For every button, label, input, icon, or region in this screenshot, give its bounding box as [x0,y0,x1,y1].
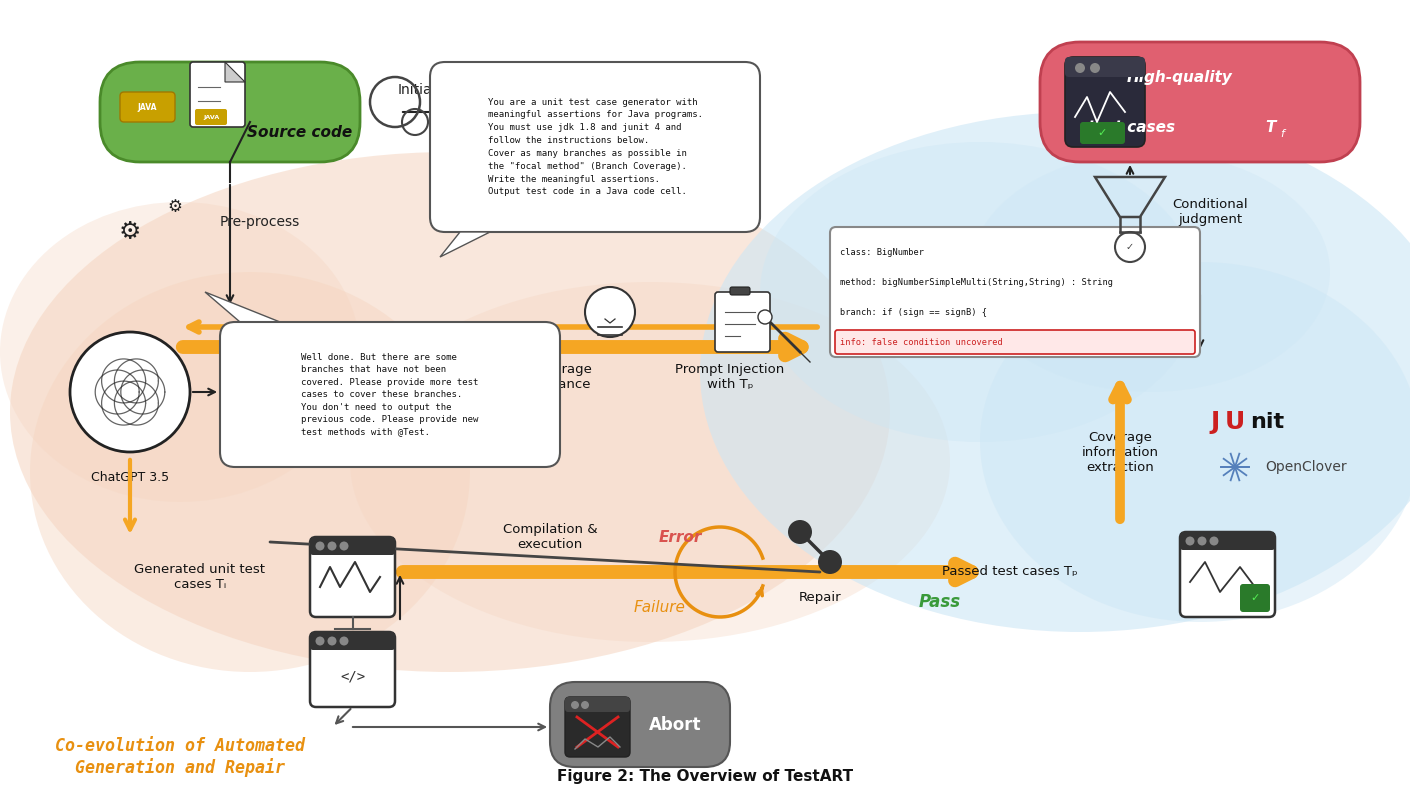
Ellipse shape [980,262,1410,622]
Polygon shape [204,292,281,322]
Text: Pass: Pass [919,593,962,611]
Text: Source code: Source code [247,124,352,139]
Polygon shape [440,232,491,257]
Text: class: BigNumber: class: BigNumber [840,248,924,257]
Circle shape [571,701,580,709]
FancyBboxPatch shape [430,62,760,232]
Text: OpenClover: OpenClover [1265,460,1347,474]
Ellipse shape [970,152,1330,392]
Circle shape [1074,63,1086,73]
Text: U: U [1225,410,1245,434]
Text: info: false condition uncovered: info: false condition uncovered [840,337,1003,347]
Text: Initialization: Initialization [398,83,482,97]
Ellipse shape [30,272,470,672]
Circle shape [316,542,324,550]
Text: ChatGPT 3.5: ChatGPT 3.5 [90,470,169,483]
Circle shape [1197,536,1207,546]
Text: T: T [1265,120,1276,135]
FancyBboxPatch shape [310,632,395,707]
Text: ✓: ✓ [1127,242,1134,252]
FancyBboxPatch shape [190,62,245,127]
FancyBboxPatch shape [830,227,1200,357]
Text: nit: nit [1251,412,1285,432]
Text: Compilation &
execution: Compilation & execution [503,523,598,551]
FancyBboxPatch shape [310,632,395,650]
Text: Conditional
judgment: Conditional judgment [1172,198,1248,226]
Circle shape [340,542,348,550]
Text: Failure: Failure [634,600,685,615]
Text: Passed test cases Tₚ: Passed test cases Tₚ [942,565,1077,578]
FancyBboxPatch shape [310,537,395,555]
Circle shape [316,637,324,645]
FancyBboxPatch shape [715,292,770,352]
Text: Abort: Abort [649,715,701,733]
Text: JAVA: JAVA [138,102,158,112]
Ellipse shape [760,142,1200,442]
Text: JAVA: JAVA [203,115,219,120]
Ellipse shape [699,112,1410,632]
Text: Pre-process: Pre-process [220,215,300,229]
Text: Coverage
guidance: Coverage guidance [529,363,592,391]
FancyBboxPatch shape [1239,584,1270,612]
Text: method: bigNumberSimpleMulti(String,String) : String: method: bigNumberSimpleMulti(String,Stri… [840,277,1112,287]
Text: branch: if (sign == signB) {: branch: if (sign == signB) { [840,307,987,317]
Text: Well done. But there are some
branches that have not been
covered. Please provid: Well done. But there are some branches t… [302,352,478,436]
Ellipse shape [10,152,890,672]
Text: ⚙: ⚙ [118,220,141,244]
FancyBboxPatch shape [565,697,630,757]
Circle shape [818,550,842,574]
Text: </>: </> [340,670,365,684]
FancyBboxPatch shape [1041,42,1361,162]
Text: Generated unit test
cases Tᵢ: Generated unit test cases Tᵢ [134,563,265,591]
Text: Repair: Repair [798,591,842,604]
Text: Prompt Injection
with Tₚ: Prompt Injection with Tₚ [675,363,784,391]
FancyBboxPatch shape [220,322,560,467]
Circle shape [759,310,773,324]
FancyBboxPatch shape [195,109,227,125]
Circle shape [1210,536,1218,546]
FancyBboxPatch shape [730,287,750,295]
Circle shape [327,542,337,550]
FancyBboxPatch shape [100,62,360,162]
Text: High-quality: High-quality [1127,70,1232,85]
Circle shape [585,287,634,337]
Text: You are a unit test case generator with
meaningful assertions for Java programs.: You are a unit test case generator with … [488,97,702,196]
Text: Error: Error [658,530,702,545]
FancyBboxPatch shape [120,92,175,122]
FancyBboxPatch shape [550,682,730,767]
FancyBboxPatch shape [565,697,630,712]
Text: Figure 2: The Overview of TestART: Figure 2: The Overview of TestART [557,770,853,785]
Text: J: J [1211,410,1220,434]
Text: ✓: ✓ [1251,593,1259,603]
Text: ✓: ✓ [1097,128,1107,138]
Circle shape [340,637,348,645]
Circle shape [1090,63,1100,73]
Circle shape [70,332,190,452]
Ellipse shape [0,202,360,502]
FancyBboxPatch shape [1180,532,1275,550]
Circle shape [581,701,589,709]
Text: test cases: test cases [1087,120,1180,135]
Text: f: f [1280,129,1285,139]
Polygon shape [226,62,245,82]
FancyBboxPatch shape [1080,122,1125,144]
Text: Co-evolution of Automated
Generation and Repair: Co-evolution of Automated Generation and… [55,737,305,777]
Text: Testing Feedback: Testing Feedback [988,247,1193,267]
FancyBboxPatch shape [1065,57,1145,147]
Text: ⚙: ⚙ [168,198,182,216]
Circle shape [327,637,337,645]
Circle shape [1186,536,1194,546]
Circle shape [788,520,812,544]
FancyBboxPatch shape [835,330,1196,354]
Ellipse shape [350,282,950,642]
FancyBboxPatch shape [1180,532,1275,617]
FancyBboxPatch shape [310,537,395,617]
FancyBboxPatch shape [1065,57,1145,77]
Text: Coverage
information
extraction: Coverage information extraction [1081,431,1159,474]
